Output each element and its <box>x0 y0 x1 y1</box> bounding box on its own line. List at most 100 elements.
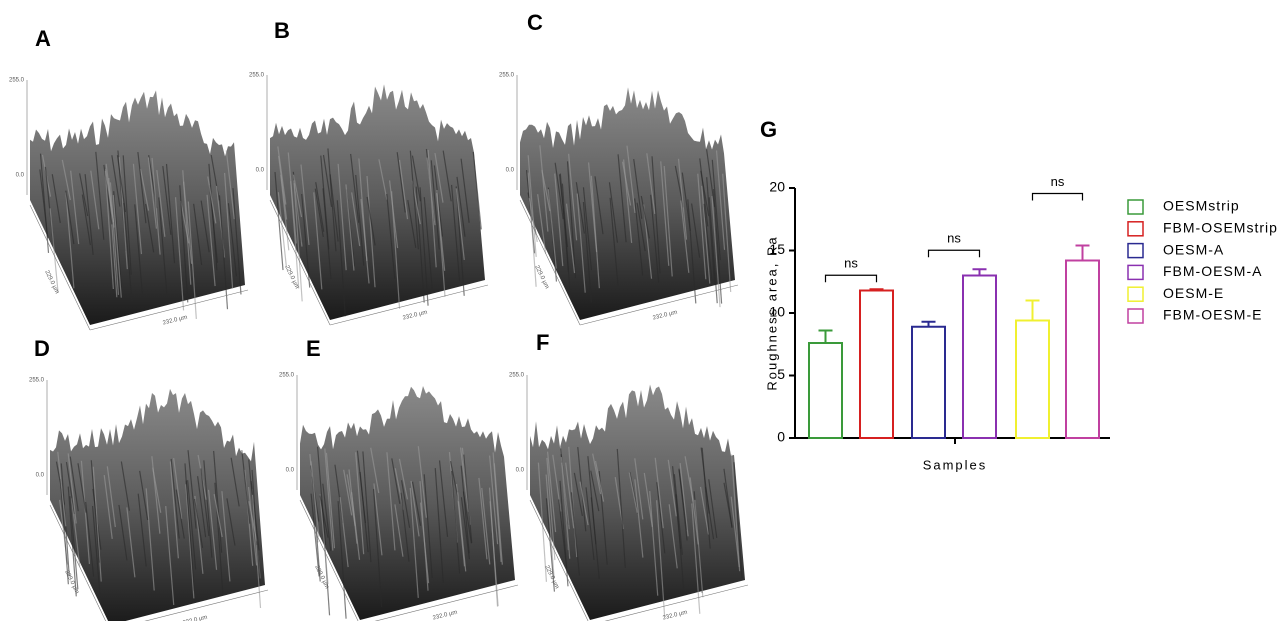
z-min-label: 0.0 <box>16 173 25 179</box>
surface-streak <box>324 448 334 551</box>
surface-streak <box>274 171 284 271</box>
z-min-label: 0.0 <box>256 168 265 174</box>
legend-swatch <box>1127 286 1144 302</box>
surface-streak <box>559 480 569 587</box>
surface-streak <box>67 486 77 597</box>
z-max-label: 255.0 <box>249 73 265 79</box>
surface-streak <box>701 185 711 284</box>
surface-streak <box>170 458 180 539</box>
surface-streak <box>566 161 577 279</box>
surface-streak <box>650 194 660 283</box>
surface-streak <box>336 200 346 317</box>
surface-streak <box>492 452 502 562</box>
z-min-label: 0.0 <box>516 468 525 474</box>
x-axis-label: 232.0 µm <box>432 610 458 621</box>
surface-streak <box>106 466 116 528</box>
surface-streak <box>65 190 75 245</box>
surface-streak <box>200 200 210 253</box>
legend-swatch <box>1127 242 1144 259</box>
y-axis <box>529 499 589 621</box>
surface-streak <box>407 200 417 248</box>
surface-streak <box>132 163 143 255</box>
bar <box>1015 319 1050 439</box>
bar <box>962 274 997 439</box>
surface-streak <box>360 199 370 284</box>
x-axis-label: 232.0 µm <box>402 310 428 322</box>
surface-streak <box>427 149 437 268</box>
surface-streak <box>355 175 365 266</box>
z-max-label: 255.0 <box>279 373 295 379</box>
surface-streak <box>723 482 733 527</box>
surface-streak <box>113 191 123 291</box>
surface-streak <box>214 482 224 594</box>
surface-streak <box>460 158 470 223</box>
surface-streak <box>319 494 329 585</box>
error-bar <box>1075 244 1090 261</box>
legend-label: FBM-OSEMstrip <box>1163 220 1278 236</box>
surface-streak <box>337 501 347 619</box>
surface-streak <box>112 194 122 298</box>
surface-streak <box>313 192 323 290</box>
surface-streak <box>185 480 195 591</box>
surface-streak <box>180 200 190 244</box>
surface-streak <box>225 150 235 220</box>
surface-streak <box>410 480 420 537</box>
surface-streak <box>472 151 482 230</box>
surface-streak <box>206 194 216 287</box>
surface-streak <box>423 474 433 579</box>
surface-streak <box>634 198 644 276</box>
surface-streak <box>643 472 653 527</box>
surface-streak <box>366 175 376 288</box>
surface-streak <box>633 158 643 219</box>
surface-streak <box>362 451 372 563</box>
surface-streak <box>59 478 69 585</box>
surface-streak <box>697 173 707 280</box>
surface-streak <box>77 463 87 513</box>
surface-streak <box>118 504 128 561</box>
surface-streak <box>85 501 95 577</box>
surface-streak <box>79 173 89 217</box>
surface-streak <box>84 174 94 255</box>
surface-streak <box>109 182 120 295</box>
surface-streak <box>590 497 600 580</box>
surface-streak <box>322 154 333 207</box>
surface-streak <box>691 503 701 614</box>
surface-streak <box>111 155 121 207</box>
surface-streak <box>733 462 743 578</box>
surface-streak <box>634 479 644 558</box>
surface-streak <box>561 183 572 299</box>
surface-streak <box>386 193 396 279</box>
surface-streak <box>158 197 168 295</box>
surface-streak <box>700 170 710 217</box>
surface-streak <box>460 465 470 554</box>
z-min-label: 0.0 <box>286 468 295 474</box>
legend-swatch <box>1127 199 1144 215</box>
surface-streak <box>617 154 627 243</box>
surface-streak <box>634 458 644 520</box>
significance-label: ns <box>1051 174 1065 189</box>
surface-streak <box>322 483 332 552</box>
surface-streak <box>49 208 59 293</box>
legend-label: OESM-E <box>1163 285 1224 301</box>
surface-streak <box>703 203 713 281</box>
surface-streak <box>460 497 471 560</box>
panel-letter: C <box>527 10 543 35</box>
x-axis-label: 232.0 µm <box>652 310 678 322</box>
surface-streak <box>193 498 204 548</box>
surface-streak <box>712 188 723 304</box>
surface-streak <box>95 151 105 240</box>
surface-streak <box>398 159 409 220</box>
surface-streak <box>277 192 287 267</box>
legend-swatch <box>1127 221 1144 237</box>
surface-streak <box>251 494 262 609</box>
surface-streak <box>165 163 176 264</box>
surface-streak <box>409 487 419 598</box>
surface-streak <box>57 451 67 527</box>
surface-streak <box>71 498 81 567</box>
surface-streak <box>277 146 287 205</box>
surface-streak <box>122 155 132 275</box>
surface-streak <box>689 477 699 545</box>
surface-streak <box>694 499 704 598</box>
surface-streak <box>546 457 556 561</box>
surface-streak <box>576 193 586 293</box>
